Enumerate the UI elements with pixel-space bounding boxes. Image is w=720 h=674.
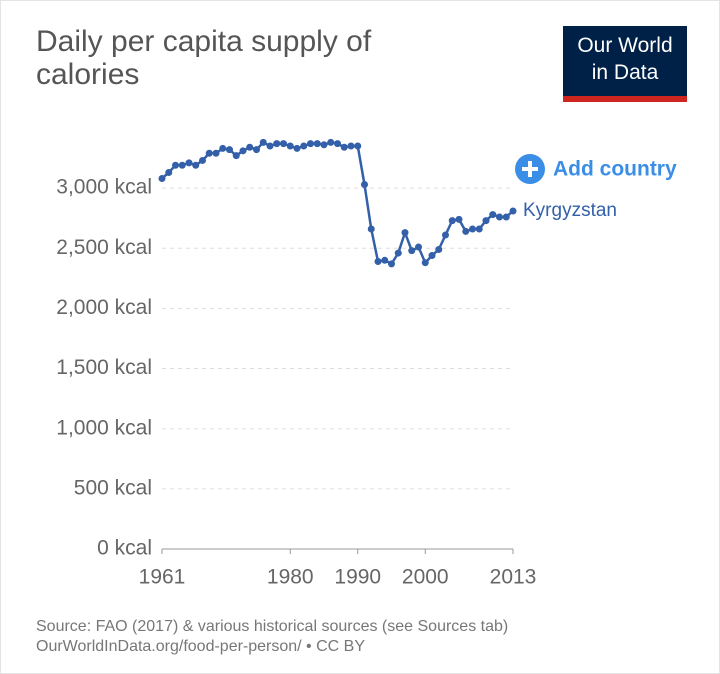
add-country-button[interactable]: Add country	[515, 154, 677, 184]
data-point	[496, 213, 503, 221]
data-point	[509, 207, 517, 215]
source-line: OurWorldInData.org/food-per-person/ • CC…	[36, 638, 365, 655]
data-point	[293, 144, 301, 152]
data-point	[347, 142, 355, 150]
data-point	[442, 231, 449, 239]
data-point	[401, 229, 409, 237]
data-point	[415, 243, 422, 251]
data-point	[428, 251, 436, 259]
data-point	[448, 217, 456, 225]
data-point	[475, 225, 483, 233]
data-point	[307, 140, 314, 148]
data-point	[185, 159, 193, 167]
data-point	[199, 156, 206, 164]
data-point	[219, 144, 227, 152]
x-tick-label: 1961	[139, 566, 186, 589]
data-point	[421, 259, 429, 267]
series-label: Kyrgyzstan	[523, 200, 617, 221]
x-tick-label: 1980	[267, 566, 314, 589]
data-point	[313, 140, 321, 148]
data-point	[334, 140, 341, 148]
add-icon-plus	[522, 161, 538, 177]
data-point	[246, 143, 254, 151]
data-point	[394, 249, 402, 257]
data-point	[266, 142, 274, 150]
y-tick-label: 3,000 kcal	[56, 176, 152, 199]
add-country-label: Add country	[553, 158, 677, 181]
source-line: Source: FAO (2017) & various historical …	[36, 618, 509, 635]
logo[interactable]: Our World in Data	[563, 26, 687, 102]
data-point	[280, 140, 287, 148]
data-point	[300, 142, 308, 150]
data-point	[340, 143, 348, 151]
data-point	[374, 257, 382, 265]
data-point	[178, 161, 186, 169]
data-point	[482, 217, 490, 225]
data-point	[455, 215, 463, 223]
x-tick-label: 1990	[334, 566, 381, 589]
y-tick-label: 2,500 kcal	[56, 236, 152, 259]
data-point	[158, 174, 166, 182]
logo-line: in Data	[591, 61, 659, 84]
data-point	[253, 146, 260, 154]
data-point	[469, 225, 476, 233]
data-point	[502, 213, 510, 221]
data-point	[367, 225, 375, 233]
data-point	[361, 181, 368, 189]
data-point	[172, 161, 179, 169]
data-point	[205, 149, 213, 157]
data-point	[259, 138, 267, 146]
x-tick-label: 2000	[402, 566, 449, 589]
data-point	[381, 256, 389, 264]
y-tick-label: 1,500 kcal	[56, 356, 152, 379]
y-tick-label: 0 kcal	[97, 537, 152, 560]
data-point	[226, 146, 233, 154]
x-tick-label: 2013	[490, 566, 537, 589]
data-point	[192, 161, 200, 169]
data-point	[327, 138, 335, 146]
y-tick-label: 1,000 kcal	[56, 416, 152, 439]
data-point	[462, 227, 470, 235]
chart: Add country 0 kcal 500 kcal 1,000 kcal 1,50…	[56, 138, 677, 589]
data-point	[388, 260, 395, 268]
data-point	[320, 141, 328, 149]
data-point	[232, 152, 240, 160]
logo-line: Our World	[577, 34, 673, 57]
series-line	[161, 140, 514, 266]
chart-title: Daily per capita supply of calories	[36, 25, 372, 91]
y-tick-label: 500 kcal	[74, 476, 152, 499]
data-point	[212, 149, 220, 157]
data-point	[435, 245, 443, 253]
data-point	[408, 247, 416, 255]
source: Source: FAO (2017) & various historical …	[36, 617, 508, 657]
y-tick-label: 2,000 kcal	[56, 296, 152, 319]
data-point	[489, 211, 497, 219]
data-point	[286, 142, 294, 150]
data-point	[273, 140, 281, 148]
data-point	[354, 142, 362, 150]
data-point	[239, 147, 247, 155]
data-point	[165, 168, 173, 176]
